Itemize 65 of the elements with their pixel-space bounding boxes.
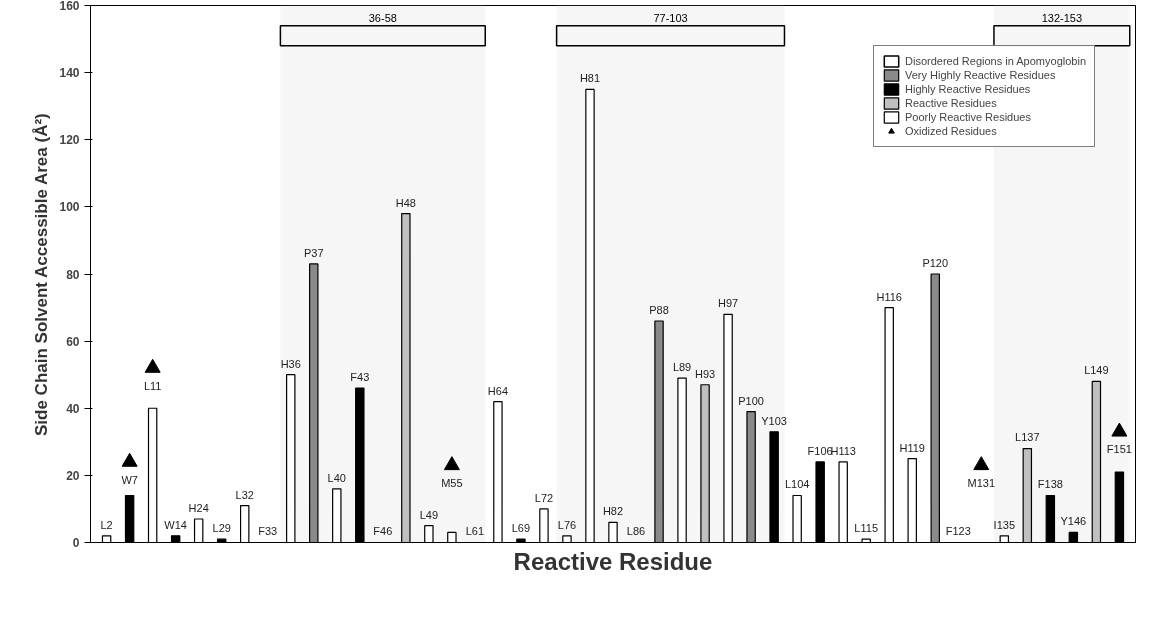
legend-label: Very Highly Reactive Residues [905, 68, 1056, 82]
x-tick-label: H81 [579, 72, 601, 85]
y-tick-label: 20 [66, 468, 80, 483]
x-tick-label: L104 [784, 478, 810, 491]
x-tick-label: L72 [534, 491, 554, 504]
x-tick-label: L40 [327, 471, 346, 484]
x-tick-label: F138 [1037, 478, 1063, 491]
x-tick-label: F43 [350, 371, 370, 384]
x-tick-label: F123 [945, 525, 971, 538]
legend-label: Poorly Reactive Residues [905, 110, 1031, 124]
x-tick-label: W14 [164, 518, 187, 531]
y-tick-label: 60 [66, 334, 80, 349]
x-tick-label: L49 [419, 508, 439, 521]
x-tick-label: H113 [830, 444, 856, 457]
x-tick-label: H82 [602, 505, 624, 518]
band-label: 77-103 [653, 12, 688, 25]
x-tick-label: F33 [258, 525, 278, 538]
x-tick-label: L61 [465, 525, 485, 538]
x-tick-label: L89 [672, 361, 692, 374]
x-tick-label: L69 [511, 522, 531, 535]
annotation: Disordered Regions in Apomyoglobin [905, 54, 1086, 68]
x-tick-label: I135 [993, 518, 1016, 531]
x-tick-label: P120 [922, 256, 949, 269]
x-tick-label: L32 [235, 488, 254, 501]
band-label: 36-58 [368, 12, 397, 25]
x-tick-label: L11 [143, 379, 162, 392]
x-tick-label: L29 [212, 522, 231, 535]
x-tick-label: Y146 [1060, 515, 1087, 528]
band-label: 132-153 [1041, 12, 1083, 25]
legend-label: Oxidized Residues [905, 124, 997, 138]
x-axis-title: Reactive Residue [513, 547, 713, 575]
x-tick-label: H119 [899, 441, 925, 454]
x-tick-label: W7 [121, 473, 138, 486]
x-tick-label: F46 [373, 525, 393, 538]
x-tick-label: F151 [1106, 443, 1132, 456]
y-tick-label: 0 [72, 536, 80, 550]
x-tick-label: P88 [649, 303, 669, 316]
x-tick-label: L149 [1084, 364, 1109, 377]
y-tick-label: 80 [66, 267, 80, 282]
x-tick-label: L115 [854, 522, 879, 535]
x-tick-label: L2 [100, 518, 113, 531]
x-tick-label: H93 [694, 367, 716, 380]
x-tick-label: Y103 [761, 414, 787, 427]
x-tick-label: M131 [967, 477, 996, 490]
legend-label: Highly Reactive Residues [905, 82, 1031, 96]
y-tick-label: 100 [59, 200, 80, 215]
x-tick-label: M55 [441, 477, 463, 490]
y-axis-title: Side Chain Solvent Accessible Area (Å²) [32, 113, 52, 437]
y-tick-label: 140 [59, 66, 80, 81]
x-tick-label: P100 [738, 394, 764, 407]
y-tick-label: 120 [59, 133, 80, 148]
x-tick-label: H36 [280, 357, 301, 370]
x-tick-label: H97 [718, 297, 739, 310]
x-tick-label: F106 [807, 444, 833, 457]
legend-label: Reactive Residues [905, 96, 997, 110]
y-tick-label: 160 [59, 0, 80, 13]
x-tick-label: L86 [626, 525, 646, 538]
y-tick-label: 40 [66, 401, 80, 416]
x-tick-label: H116 [876, 290, 902, 303]
x-tick-label: P37 [303, 246, 324, 259]
x-tick-label: H24 [188, 501, 209, 514]
x-tick-label: L137 [1015, 431, 1040, 444]
x-tick-label: L76 [557, 518, 577, 531]
x-tick-label: H48 [395, 196, 416, 209]
x-tick-label: H64 [487, 384, 509, 397]
